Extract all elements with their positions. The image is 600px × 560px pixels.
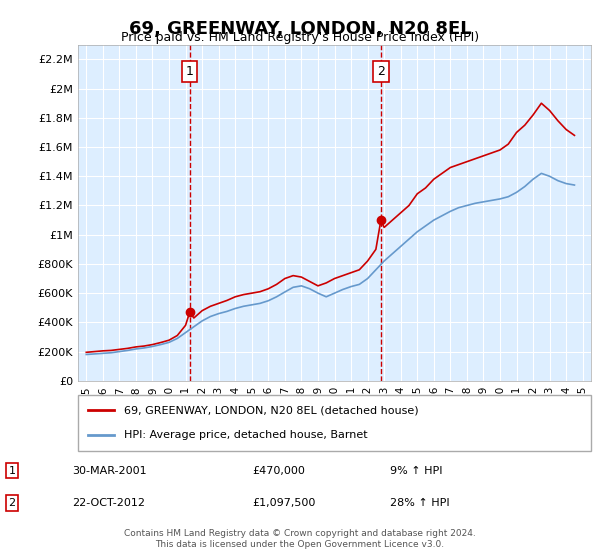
Text: Price paid vs. HM Land Registry's House Price Index (HPI): Price paid vs. HM Land Registry's House … [121, 31, 479, 44]
Text: HPI: Average price, detached house, Barnet: HPI: Average price, detached house, Barn… [124, 430, 368, 440]
Text: 28% ↑ HPI: 28% ↑ HPI [390, 498, 449, 508]
Text: 69, GREENWAY, LONDON, N20 8EL: 69, GREENWAY, LONDON, N20 8EL [128, 20, 472, 38]
Text: 2: 2 [377, 65, 385, 78]
Text: 69, GREENWAY, LONDON, N20 8EL (detached house): 69, GREENWAY, LONDON, N20 8EL (detached … [124, 405, 419, 416]
Text: 1: 1 [8, 465, 16, 475]
Text: 22-OCT-2012: 22-OCT-2012 [72, 498, 145, 508]
Text: £1,097,500: £1,097,500 [252, 498, 316, 508]
Text: 30-MAR-2001: 30-MAR-2001 [72, 465, 146, 475]
Text: 1: 1 [186, 65, 194, 78]
FancyBboxPatch shape [78, 395, 591, 451]
Text: 2: 2 [8, 498, 16, 508]
Text: Contains HM Land Registry data © Crown copyright and database right 2024.
This d: Contains HM Land Registry data © Crown c… [124, 529, 476, 549]
Text: 9% ↑ HPI: 9% ↑ HPI [390, 465, 443, 475]
Text: £470,000: £470,000 [252, 465, 305, 475]
